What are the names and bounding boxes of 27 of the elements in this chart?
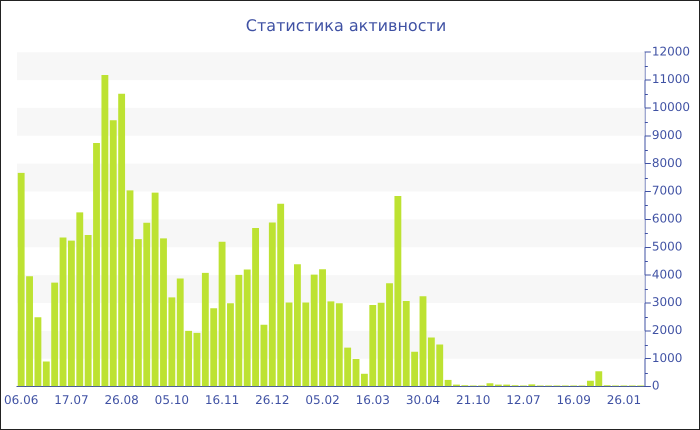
y-tick-label: 6000: [652, 212, 682, 226]
y-tick-label: 9000: [652, 128, 682, 142]
y-tick-label: 12000: [652, 44, 690, 58]
x-tick-label: 17.07: [54, 392, 89, 407]
y-tick-label: 1000: [652, 350, 682, 365]
y-tick-label: 5000: [652, 239, 682, 254]
y-tick-label: 11000: [652, 72, 690, 86]
x-tick-label: 16.11: [204, 392, 240, 407]
x-tick-label: 16.03: [356, 392, 390, 407]
chart-title: Статистика активности: [246, 16, 446, 35]
y-tick-label: 10000: [652, 100, 690, 114]
y-tick-label: 2000: [652, 322, 682, 337]
x-tick-label: 05.02: [305, 392, 340, 407]
x-tick-label: 26.12: [255, 392, 290, 407]
y-tick-label: 7000: [652, 184, 682, 198]
x-tick-label: 05.10: [154, 392, 190, 407]
x-tick-label: 16.09: [556, 392, 591, 407]
y-tick-label: 0: [652, 378, 660, 393]
x-tick-label: 21.10: [456, 392, 490, 407]
x-tick-label: 06.06: [4, 392, 38, 407]
x-tick-label: 26.01: [606, 392, 642, 407]
x-tick-label: 12.07: [506, 392, 541, 407]
y-tick-label: 4000: [652, 267, 682, 282]
y-tick-label: 8000: [652, 156, 682, 170]
x-tick-label: 30.04: [406, 392, 440, 407]
x-tick-label: 26.08: [104, 392, 139, 407]
y-tick-label: 3000: [652, 295, 682, 310]
